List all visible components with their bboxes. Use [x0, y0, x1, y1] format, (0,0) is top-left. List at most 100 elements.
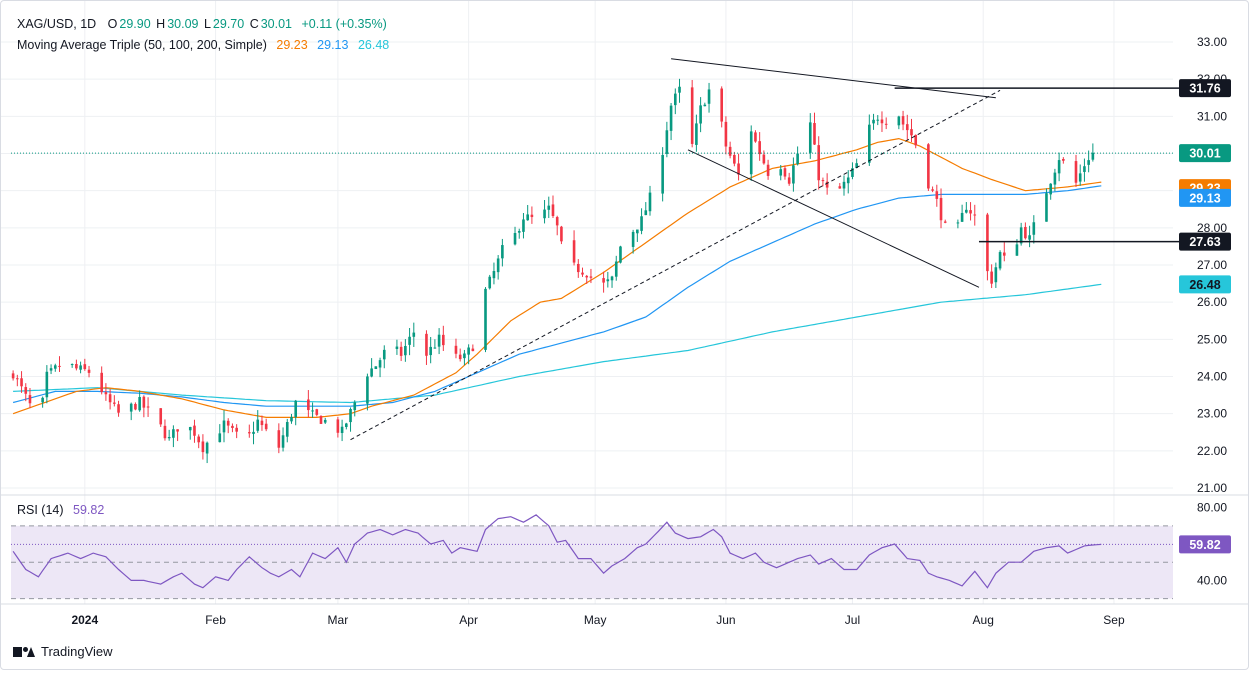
upper-triangle-line[interactable] [671, 58, 996, 99]
ma200-price-label: 26.48 [1189, 278, 1220, 292]
candle-down [927, 144, 930, 189]
ma-label[interactable]: Moving Average Triple (50, 100, 200, Sim… [17, 38, 267, 52]
candle-up [842, 181, 846, 189]
candle-down [442, 334, 445, 346]
candle-down [231, 425, 234, 428]
candle-down [108, 394, 112, 403]
candle-up [323, 419, 327, 423]
symbol-label[interactable]: XAG/USD, 1D [17, 17, 97, 31]
candle-up [1087, 160, 1090, 165]
candle-down [264, 423, 268, 430]
rsi-last-label-bg [1179, 535, 1231, 554]
uptrend-line[interactable] [350, 89, 1001, 441]
candle-down [454, 345, 458, 354]
candle-up [703, 104, 707, 107]
candle-down [783, 168, 787, 177]
ma100-value: 29.13 [317, 38, 349, 52]
candle-down [880, 119, 884, 124]
candle-down [969, 210, 972, 214]
candle-up [695, 123, 698, 145]
candle-up [45, 371, 49, 398]
rsi-value: 59.82 [73, 503, 105, 517]
ma100-line [12, 185, 1102, 407]
candle-up [522, 219, 525, 232]
time-tick-label: Aug [973, 613, 994, 627]
candle-down [247, 432, 251, 434]
candle-up [404, 346, 407, 356]
drawings[interactable] [11, 58, 1179, 441]
candle-up [998, 252, 1002, 269]
candle-down [884, 123, 888, 125]
candle-up [129, 403, 133, 412]
candle-down [176, 429, 179, 432]
candle-down [226, 420, 230, 426]
candle-up [513, 233, 517, 245]
candle-up [41, 397, 44, 403]
rsi-label[interactable]: RSI (14) [17, 503, 64, 517]
candle-down [589, 276, 593, 278]
candle-up [501, 245, 504, 259]
candle-up [488, 276, 492, 289]
candle-up [138, 396, 141, 411]
candle-up [526, 214, 529, 221]
close-value: 30.01 [260, 17, 292, 31]
candle-down [146, 406, 150, 408]
lower-triangle-line[interactable] [687, 149, 980, 288]
candle-down [113, 402, 116, 404]
candle-up [53, 365, 57, 369]
ma50-line [12, 137, 1102, 418]
candle-up [467, 347, 470, 355]
candle-up [547, 205, 551, 210]
candle-down [737, 163, 740, 175]
candle-up [517, 231, 521, 233]
candle-down [690, 87, 694, 144]
candle-up [378, 360, 382, 368]
rsi-band [11, 525, 1173, 600]
price-tick-label: 24.00 [1197, 370, 1227, 384]
candle-down [104, 392, 108, 395]
candle-up [960, 212, 964, 222]
candle-up [1083, 166, 1086, 172]
low-label: L [203, 17, 211, 31]
candle-up [1057, 160, 1061, 174]
candle-up [956, 222, 960, 224]
candle-up [846, 177, 850, 184]
candle-down [901, 116, 905, 125]
candle-down [935, 191, 939, 199]
candle-up [429, 346, 432, 356]
candle-up [311, 410, 314, 412]
candle-up [1028, 235, 1031, 240]
candle-up [636, 229, 639, 234]
support-price-label-bg [1179, 232, 1231, 251]
candle-down [762, 154, 766, 164]
candle-down [914, 134, 918, 146]
candle-down [100, 372, 103, 392]
candle-down [87, 369, 91, 373]
candle-up [222, 420, 226, 433]
candle-up [868, 124, 871, 163]
candle-up [281, 435, 285, 448]
candle-down [758, 141, 761, 155]
last-price-label-bg [1179, 144, 1231, 163]
support-price-label: 27.63 [1189, 235, 1220, 249]
candle-down [117, 404, 120, 413]
candle-up [1078, 173, 1082, 182]
candle-up [340, 426, 344, 434]
candle-down [724, 121, 728, 147]
candle-up [644, 210, 648, 216]
candle-up [749, 131, 753, 175]
candle-down [825, 181, 829, 188]
candle-down [425, 333, 428, 356]
rsi-last-label: 59.82 [1189, 538, 1220, 552]
footer-brand[interactable]: TradingView [13, 644, 113, 659]
candle-up [699, 105, 702, 124]
price-tick-label: 31.00 [1197, 109, 1227, 123]
candle-up [370, 368, 373, 377]
candle-up [994, 267, 998, 283]
candle-up [382, 349, 386, 360]
candle-down [315, 409, 319, 415]
candle-up [167, 436, 171, 439]
candle-down [838, 186, 842, 189]
